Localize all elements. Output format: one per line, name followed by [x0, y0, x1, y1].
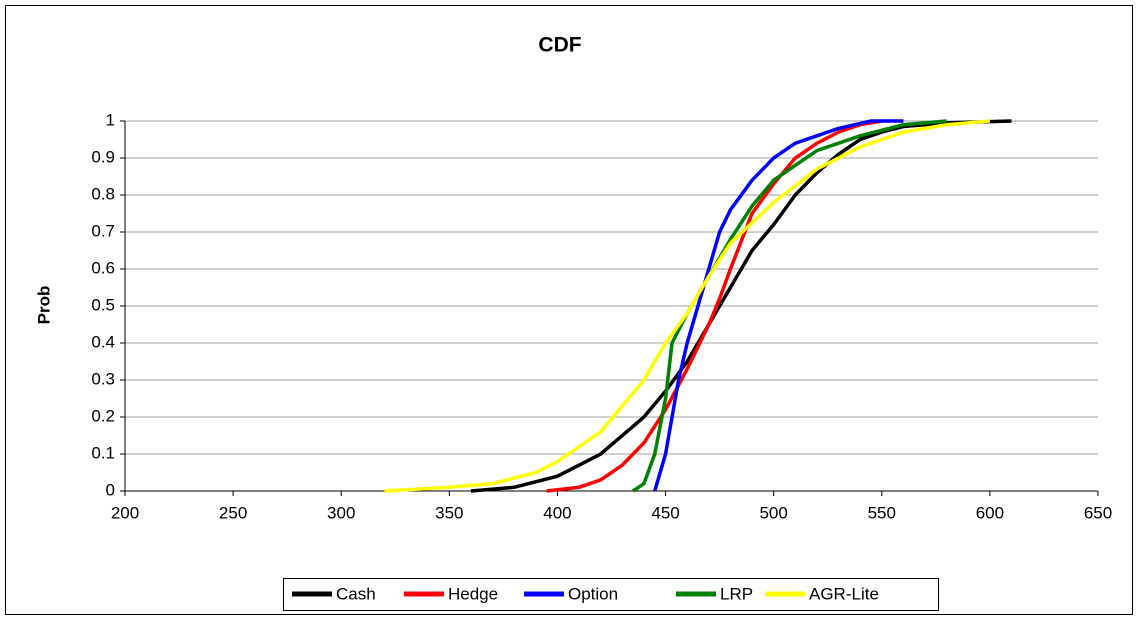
- y-tick-label: 0.3: [91, 369, 115, 388]
- x-tick-label: 350: [435, 503, 463, 522]
- legend-label: LRP: [720, 584, 753, 603]
- y-tick-label: 0.8: [91, 184, 115, 203]
- y-tick-label: 0.5: [91, 295, 115, 314]
- x-tick-label: 500: [759, 503, 787, 522]
- x-tick-label: 200: [111, 503, 139, 522]
- y-tick-label: 1: [106, 110, 115, 129]
- y-tick-label: 0: [106, 480, 115, 499]
- y-tick-label: 0.7: [91, 221, 115, 240]
- legend-label: AGR-Lite: [809, 584, 879, 603]
- x-tick-label: 450: [651, 503, 679, 522]
- y-tick-label: 0.2: [91, 406, 115, 425]
- legend-label: Cash: [336, 584, 376, 603]
- x-tick-label: 550: [868, 503, 896, 522]
- legend: [283, 578, 939, 611]
- series-line: [470, 119, 1012, 493]
- x-tick-label: 250: [219, 503, 247, 522]
- y-tick-label: 0.9: [91, 147, 115, 166]
- series-line: [384, 119, 991, 493]
- y-tick-label: 0.4: [91, 332, 115, 351]
- chart-title: CDF: [538, 34, 581, 57]
- y-tick-label: 0.6: [91, 258, 115, 277]
- series-line: [653, 119, 904, 492]
- chart-border: [5, 5, 1133, 615]
- x-tick-label: 650: [1084, 503, 1112, 522]
- x-tick-label: 600: [976, 503, 1004, 522]
- x-tick-label: 300: [327, 503, 355, 522]
- series-line: [546, 119, 883, 493]
- legend-label: Hedge: [448, 584, 498, 603]
- legend-label: Option: [568, 584, 618, 603]
- x-tick-label: 400: [543, 503, 571, 522]
- y-tick-label: 0.1: [91, 443, 115, 462]
- y-axis-label: Prob: [34, 286, 53, 325]
